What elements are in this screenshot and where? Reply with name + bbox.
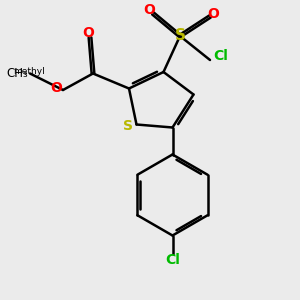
Text: methyl: methyl xyxy=(13,68,44,76)
Text: S: S xyxy=(123,119,133,133)
Text: Cl: Cl xyxy=(213,49,228,62)
Text: Cl: Cl xyxy=(165,253,180,266)
Text: S: S xyxy=(175,28,185,44)
Text: O: O xyxy=(208,7,220,20)
Text: O: O xyxy=(143,4,155,17)
Text: O: O xyxy=(82,26,94,40)
Text: O: O xyxy=(50,82,62,95)
Text: CH₃: CH₃ xyxy=(7,67,28,80)
